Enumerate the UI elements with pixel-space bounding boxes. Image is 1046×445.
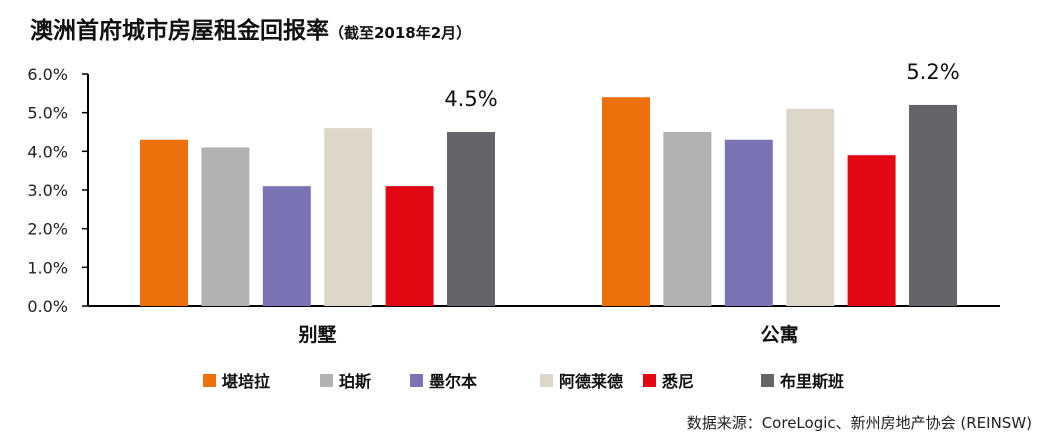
category-label: 别墅 xyxy=(297,324,336,346)
source-note: 数据来源：CoreLogic、新州房地产协会 (REINSW) xyxy=(687,414,1032,432)
annotation-label: 5.2% xyxy=(906,60,959,84)
chart-title: 澳洲首府城市房屋租金回报率（截至2018年2月） xyxy=(30,17,471,44)
bar-悉尼-公寓 xyxy=(847,155,896,306)
legend-swatch xyxy=(643,374,656,387)
legend-label: 阿德莱德 xyxy=(559,372,623,391)
legend-swatch xyxy=(320,374,333,387)
legend-swatch xyxy=(540,374,553,387)
legend-swatch xyxy=(761,374,774,387)
category-label: 公寓 xyxy=(760,323,798,346)
bar-堪培拉-公寓 xyxy=(602,97,650,306)
legend-swatch xyxy=(410,374,423,387)
legend-label: 墨尔本 xyxy=(429,372,477,391)
bar-阿德莱德-别墅 xyxy=(324,128,373,306)
bar-布里斯班-公寓 xyxy=(909,104,957,306)
y-tick-label: 0.0% xyxy=(27,297,68,316)
y-tick-label: 1.0% xyxy=(27,258,68,277)
legend-swatch xyxy=(203,374,216,387)
bar-珀斯-公寓 xyxy=(663,132,712,306)
y-tick-label: 2.0% xyxy=(27,220,68,239)
y-tick-label: 4.0% xyxy=(27,142,68,161)
bar-阿德莱德-公寓 xyxy=(786,108,835,306)
y-tick-label: 5.0% xyxy=(27,104,68,123)
bar-墨尔本-别墅 xyxy=(262,186,311,306)
legend-label: 布里斯班 xyxy=(780,372,844,391)
chart-subtitle: （截至2018年2月） xyxy=(329,24,471,42)
bar-珀斯-别墅 xyxy=(201,147,250,306)
legend-label: 珀斯 xyxy=(339,372,371,391)
y-tick-label: 3.0% xyxy=(27,181,68,200)
bar-悉尼-别墅 xyxy=(385,186,434,306)
y-tick-label: 6.0% xyxy=(27,65,68,84)
legend-label: 堪培拉 xyxy=(222,372,270,391)
annotation-label: 4.5% xyxy=(444,87,497,111)
legend-label: 悉尼 xyxy=(661,372,694,391)
bar-堪培拉-别墅 xyxy=(140,139,188,306)
bar-墨尔本-公寓 xyxy=(724,139,773,306)
bar-布里斯班-别墅 xyxy=(447,132,495,306)
